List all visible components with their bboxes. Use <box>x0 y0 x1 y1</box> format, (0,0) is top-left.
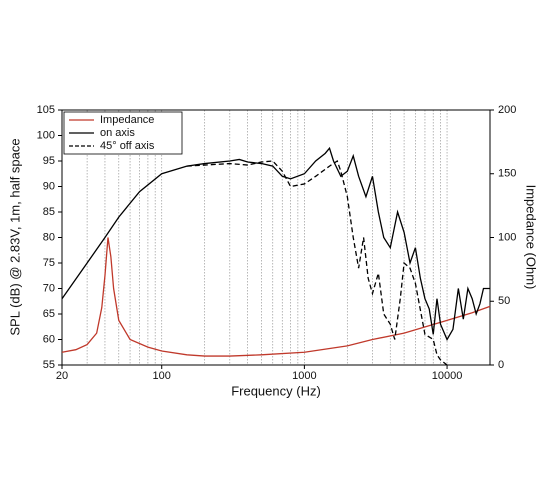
x-axis-title: Frequency (Hz) <box>231 383 321 398</box>
series-line <box>61 146 490 341</box>
y2-tick-label: 200 <box>498 104 516 116</box>
y-tick-label: 60 <box>43 333 55 345</box>
y-tick-label: 65 <box>43 308 55 320</box>
y2-axis-title: Impedance (Ohm) <box>524 185 539 290</box>
y-tick-label: 90 <box>43 180 55 192</box>
y-tick-label: 105 <box>37 104 55 116</box>
y-tick-label: 95 <box>43 155 55 167</box>
x-tick-label: 10000 <box>432 370 463 382</box>
series-line <box>186 159 448 366</box>
series-line <box>61 237 491 357</box>
legend-label: on axis <box>100 127 135 139</box>
x-tick-label: 20 <box>56 370 68 382</box>
y-tick-label: 55 <box>43 359 55 371</box>
legend-label: 45° off axis <box>100 140 155 152</box>
x-tick-label: 100 <box>153 370 171 382</box>
y2-tick-label: 100 <box>498 231 516 243</box>
legend-label: Impedance <box>100 114 154 126</box>
y2-tick-label: 0 <box>498 359 504 371</box>
y-tick-label: 80 <box>43 231 55 243</box>
y-tick-label: 85 <box>43 206 55 218</box>
y-axis-title: SPL (dB) @ 2.83V, 1m, half space <box>7 138 22 335</box>
x-tick-label: 1000 <box>292 370 316 382</box>
y2-tick-label: 150 <box>498 168 516 180</box>
y2-tick-label: 50 <box>498 295 510 307</box>
y-tick-label: 75 <box>43 257 55 269</box>
y-tick-label: 70 <box>43 282 55 294</box>
y-tick-label: 100 <box>37 129 55 141</box>
